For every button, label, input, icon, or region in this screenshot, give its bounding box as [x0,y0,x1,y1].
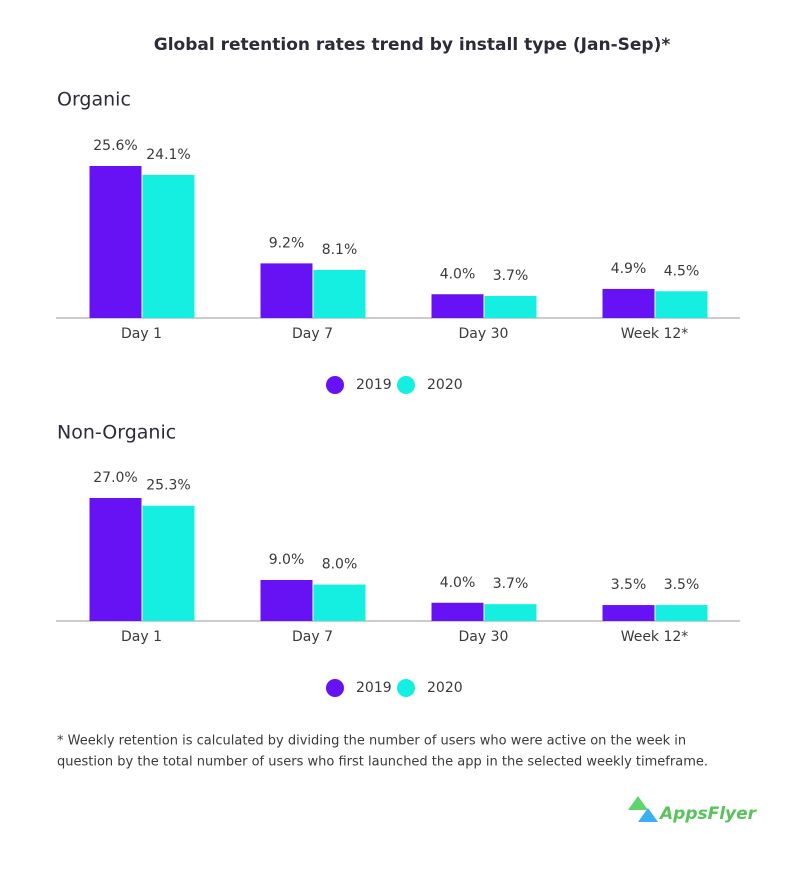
legend-swatch [397,679,415,697]
legend-label: 2019 [356,377,392,393]
page-title: Global retention rates trend by install … [154,35,671,55]
x-tick-label: Day 30 [459,629,509,645]
x-tick-label: Day 1 [121,326,162,342]
data-label: 3.5% [664,577,700,593]
legend-swatch [326,376,344,394]
bar [313,584,366,621]
data-label: 3.7% [493,268,529,284]
legend-label: 2019 [356,680,392,696]
data-label: 8.0% [322,557,358,573]
legend-swatch [397,376,415,394]
data-label: 9.2% [269,235,305,251]
bar [602,288,655,318]
bar [89,498,142,621]
legend-label: 2020 [427,377,463,393]
data-label: 9.0% [269,552,305,568]
x-tick-label: Week 12* [621,326,689,342]
x-tick-label: Day 7 [292,629,333,645]
bar [142,174,195,318]
bar [89,166,142,318]
bar [260,263,313,318]
data-label: 27.0% [93,470,137,486]
data-label: 4.9% [611,261,647,277]
data-label: 4.5% [664,263,700,279]
data-label: 3.7% [493,576,529,592]
chart-subtitle: Organic [57,89,131,111]
data-label: 3.5% [611,577,647,593]
data-label: 8.1% [322,242,358,258]
bar [431,602,484,621]
bar [431,294,484,318]
data-label: 4.0% [440,266,476,282]
logo-icon [638,808,658,822]
bar [142,505,195,621]
legend-swatch [326,679,344,697]
x-tick-label: Week 12* [621,629,689,645]
bar [655,605,708,621]
bar [655,291,708,318]
data-label: 24.1% [146,147,190,163]
chart-subtitle: Non-Organic [57,422,176,444]
logo-icon [628,796,648,810]
bar [484,296,537,318]
x-tick-label: Day 1 [121,629,162,645]
footnote: question by the total number of users wh… [57,755,708,770]
footnote: * Weekly retention is calculated by divi… [57,734,686,749]
data-label: 4.0% [440,575,476,591]
x-tick-label: Day 7 [292,326,333,342]
bar [484,604,537,621]
data-label: 25.6% [93,138,137,154]
data-label: 25.3% [146,478,190,494]
x-tick-label: Day 30 [459,326,509,342]
legend-label: 2020 [427,680,463,696]
bar [260,580,313,621]
logo-text: AppsFlyer [658,804,758,824]
bar [602,605,655,621]
logo: AppsFlyer [628,796,758,824]
bar [313,269,366,318]
